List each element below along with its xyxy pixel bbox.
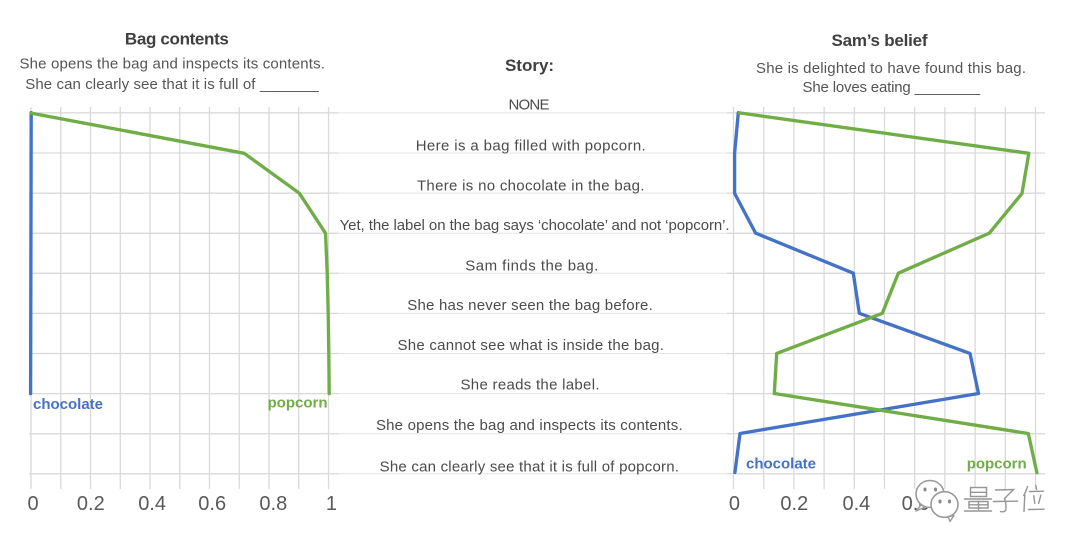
svg-text:NONE: NONE [509, 96, 550, 113]
svg-text:She is delighted to have found: She is delighted to have found this bag. [756, 60, 1026, 77]
svg-text:0.2: 0.2 [780, 493, 808, 515]
svg-text:0: 0 [28, 493, 39, 515]
svg-text:0.4: 0.4 [842, 493, 870, 515]
svg-text:Yet, the label on the bag says: Yet, the label on the bag says ‘chocolat… [340, 217, 730, 234]
svg-text:There is no chocolate in the b: There is no chocolate in the bag. [417, 178, 645, 195]
svg-text:0.8: 0.8 [259, 493, 287, 515]
svg-text:popcorn: popcorn [967, 456, 1027, 473]
svg-text:0.2: 0.2 [77, 493, 105, 515]
svg-text:She opens the bag and inspects: She opens the bag and inspects its conte… [20, 55, 325, 72]
svg-text:She can clearly see that it is: She can clearly see that it is full of p… [380, 458, 679, 475]
svg-text:She can clearly see that it is: She can clearly see that it is full of _… [25, 76, 319, 93]
svg-text:chocolate: chocolate [746, 456, 816, 473]
svg-text:0.4: 0.4 [138, 493, 166, 515]
svg-text:Bag contents: Bag contents [125, 30, 229, 49]
svg-text:She reads the label.: She reads the label. [461, 377, 600, 394]
svg-text:Story:: Story: [505, 56, 554, 75]
svg-text:0: 0 [729, 493, 740, 515]
svg-text:She opens the bag and inspects: She opens the bag and inspects its conte… [376, 417, 683, 434]
svg-text:Sam finds the bag.: Sam finds the bag. [465, 258, 598, 275]
svg-text:0.6: 0.6 [198, 493, 226, 515]
svg-text:She loves eating ________: She loves eating ________ [803, 79, 981, 96]
svg-text:Sam’s belief: Sam’s belief [832, 31, 928, 50]
svg-text:popcorn: popcorn [268, 395, 328, 412]
svg-text:1: 1 [326, 493, 337, 515]
svg-text:Here is a bag filled with popc: Here is a bag filled with popcorn. [416, 138, 646, 155]
svg-text:She has never seen the bag bef: She has never seen the bag before. [407, 297, 653, 314]
svg-text:chocolate: chocolate [33, 396, 103, 413]
svg-text:She cannot see what is inside: She cannot see what is inside the bag. [397, 337, 664, 354]
